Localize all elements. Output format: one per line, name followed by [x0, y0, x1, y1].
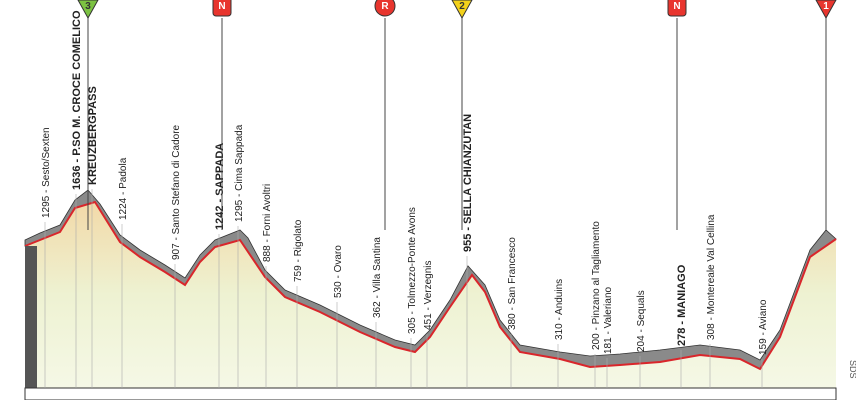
marker-icon [667, 0, 687, 17]
waypoint-label: 1295 - Sesto/Sexten [41, 127, 52, 218]
marker-label: 2 [459, 1, 465, 12]
km-strip [24, 387, 837, 400]
marker-label: R [381, 1, 389, 12]
waypoint-label: 305 - Tolmezzo-Ponte Avons [407, 207, 418, 334]
waypoint-label: 1636 - P.SO M. CROCE COMELICO [71, 10, 83, 190]
marker-icon [451, 0, 473, 20]
marker-label: 1 [823, 1, 829, 12]
marker-label: 3 [85, 1, 91, 12]
marker-icon [374, 0, 396, 17]
waypoint-label: 888 - Forni Avoltri [262, 184, 273, 262]
waypoint-label: 278 - MANIAGO [676, 264, 688, 346]
waypoint-label: 159 - Aviano [758, 299, 769, 355]
waypoint-label: KREUZBERGPASS [87, 86, 99, 185]
waypoint-label: 380 - San Francesco [507, 237, 518, 330]
waypoint-label: 759 - Rigolato [293, 219, 304, 282]
waypoint-label: 1242 - SAPPADA [214, 143, 226, 230]
labels: 1295 - Sesto/Sexten 1636 - P.SO M. CROCE … [41, 0, 856, 388]
marker-icon [77, 0, 99, 20]
marker-icon [212, 0, 232, 17]
waypoint-label: 907 - Santo Stefano di Cadore [171, 124, 182, 260]
side-label: SDS [848, 360, 856, 379]
marker-label: N [218, 1, 225, 12]
waypoint-label: 1295 - Cima Sappada [234, 124, 245, 222]
waypoint-label: 451 - Verzegnis [423, 261, 434, 331]
profile-line [24, 200, 837, 371]
marker-label: N [673, 1, 680, 12]
waypoint-label: 530 - Ovaro [333, 245, 344, 298]
waypoint-label: 204 - Sequals [636, 290, 647, 352]
waypoint-label: 955 - SELLA CHIANZUTAN [462, 114, 474, 252]
waypoint-label: 181 - Valeriano [603, 286, 614, 354]
profile-area [25, 202, 836, 388]
waypoint-label: 200 - Pinzano al Tagliamento [591, 221, 602, 350]
waypoint-label: 310 - Anduins [554, 279, 565, 340]
waypoint-label: 1224 - Padola [118, 157, 129, 220]
waypoint-label: 308 - Montereale Val Cellina [706, 214, 717, 340]
start-wall [25, 246, 37, 388]
marker-icon [815, 0, 837, 20]
waypoint-label: 362 - Villa Santina [372, 237, 383, 318]
